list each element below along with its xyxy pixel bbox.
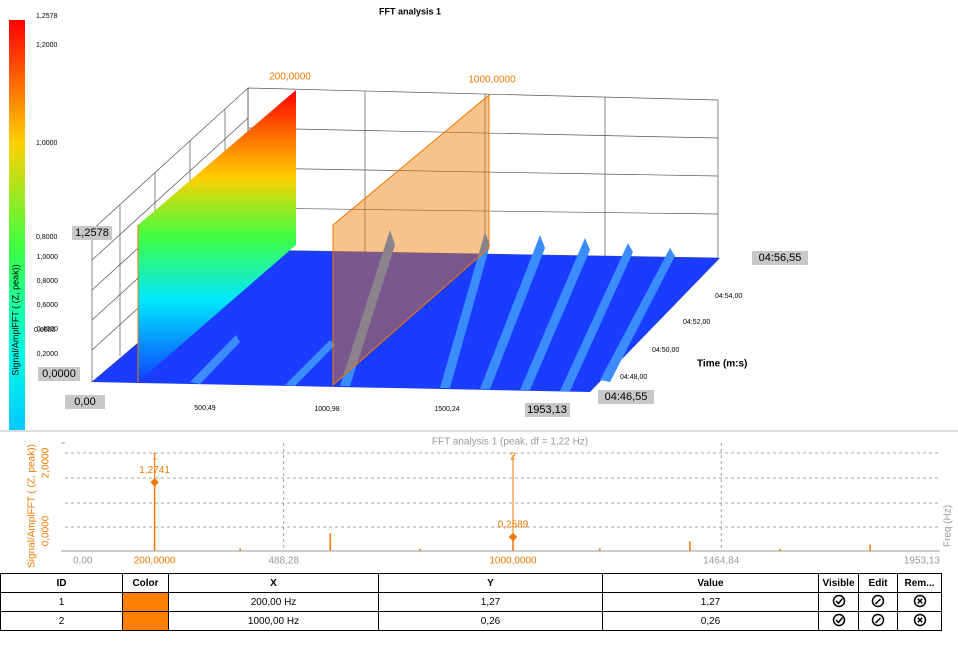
column-header: Y (378, 573, 603, 593)
y-max-label: 1,2578 (75, 227, 109, 239)
marker-x-label: 200,0000 (134, 556, 176, 567)
ridges (190, 230, 675, 391)
remove-cell[interactable] (897, 611, 942, 631)
time-min-label: 04:46,55 (605, 391, 648, 403)
x-cell: 200,00 Hz (168, 592, 379, 612)
id-cell: 1 (0, 592, 123, 612)
y-cell: 0,26 (378, 611, 603, 631)
title: FFT analysis 1 (379, 6, 441, 16)
time-label: 04:54,00 (715, 293, 742, 300)
remove-icon[interactable] (913, 613, 927, 627)
marker-point (508, 532, 518, 542)
label-box (525, 403, 570, 417)
id-cell: 2 (0, 611, 123, 631)
y-axis-label: Signal/AmplFFT ( (Z, peak)) (27, 444, 38, 568)
time-label: 04:50,00 (652, 347, 679, 354)
marker-label: 1000,0000 (468, 75, 516, 86)
x-tick-label: 1953,13 (904, 556, 941, 567)
x-min-label: 0,00 (74, 396, 95, 408)
edit-cell[interactable] (858, 611, 898, 631)
column-header: Rem... (897, 573, 942, 593)
colorbar-label: 1,0000 (36, 140, 58, 147)
x-max-label: 1953,13 (527, 404, 567, 416)
y-label: 0,4000 (37, 326, 59, 333)
time-max-label: 04:56,55 (759, 252, 802, 264)
column-header: Color (122, 573, 169, 593)
marker-value-label: 1,2741 (139, 465, 170, 476)
label-box (72, 226, 112, 240)
edit-icon[interactable] (871, 594, 885, 608)
x-label: 1000,98 (314, 406, 339, 413)
marker-label: 200,0000 (269, 72, 311, 83)
marker-point (150, 477, 159, 487)
value-cell: 1,27 (602, 592, 819, 612)
y-label: 1,0000 (37, 254, 59, 261)
edit-icon[interactable] (871, 613, 885, 627)
visible-cell[interactable] (818, 592, 859, 612)
visible-icon[interactable] (832, 594, 846, 608)
marker-table: ID Color X Y Value Visible Edit Rem... 1 200,00 … (0, 573, 942, 631)
time-label: 04:52,00 (683, 319, 710, 326)
column-header: X (168, 573, 379, 593)
value-cell: 0,26 (602, 611, 819, 631)
y-tick-label: 2,0000 (41, 447, 52, 478)
x-tick-label: 488,28 (268, 556, 299, 567)
remove-icon[interactable] (913, 594, 927, 608)
x-axis-label: Freq (Hz) (943, 505, 954, 547)
colorbar-label: 0,6000 (34, 327, 56, 334)
ribbon-1000 (332, 93, 490, 387)
spectrum-chart: FFT analysis 1 (peak, df = 1,22 Hz) Sign… (0, 430, 958, 568)
y-label: 0,6000 (37, 302, 59, 309)
marker-value-label: 0,2589 (498, 520, 529, 531)
x-tick-label: 1464,84 (703, 556, 740, 567)
edit-cell[interactable] (858, 592, 898, 612)
marker-id: 1 (152, 452, 158, 463)
x-label: 500,49 (194, 405, 216, 412)
label-box (598, 390, 654, 404)
colorbar-label: 1,2578 (36, 13, 58, 20)
minor-grid (65, 452, 940, 528)
ribbon-200 (138, 90, 296, 382)
column-header: Visible (818, 573, 859, 593)
visible-cell[interactable] (818, 611, 859, 631)
x-tick-label: 0,00 (73, 556, 93, 567)
x-label: 1500,24 (434, 406, 459, 413)
y-min-label: 0,0000 (42, 368, 76, 380)
marker-x-label: 1000,0000 (489, 556, 537, 567)
table-row: 2 1000,00 Hz 0,26 0,26 (0, 611, 942, 631)
label-box (38, 367, 80, 381)
y-cell: 1,27 (378, 592, 603, 612)
time-label: 04:48,00 (620, 374, 647, 381)
y-tick-label: 0,0000 (41, 515, 52, 546)
visible-icon[interactable] (832, 613, 846, 627)
colorbar-label: 0,8000 (36, 234, 58, 241)
table-row: 1 200,00 Hz 1,27 1,27 (0, 592, 942, 612)
y-axis-label: Signal/AmplFFT ( (Z, peak)) (10, 264, 20, 375)
spectrum-title: FFT analysis 1 (peak, df = 1,22 Hz) (432, 437, 588, 448)
label-box (752, 251, 808, 265)
y-label: 0,8000 (37, 278, 59, 285)
marker-id: 2 (510, 452, 516, 463)
table-body: 1 200,00 Hz 1,27 1,27 2 1000,00 Hz 0,26 0,26 (0, 592, 942, 631)
header-row: ID Color X Y Value Visible Edit Rem... (0, 573, 942, 593)
column-header: Edit (858, 573, 898, 593)
column-header: Value (602, 573, 819, 593)
color-cell (122, 611, 169, 631)
color-cell (122, 592, 169, 612)
x-cell: 1000,00 Hz (168, 611, 379, 631)
y-label: 0,2000 (37, 351, 59, 358)
remove-cell[interactable] (897, 592, 942, 612)
column-header: ID (0, 573, 123, 593)
waterfall-3d: 1,2578 1,2000 1,0000 0,8000 0,6000 FFT a… (9, 6, 808, 430)
colorbar-label: 1,2000 (36, 42, 58, 49)
colorbar (9, 20, 25, 430)
label-box (65, 395, 105, 409)
time-axis-label: Time (m:s) (697, 359, 747, 370)
